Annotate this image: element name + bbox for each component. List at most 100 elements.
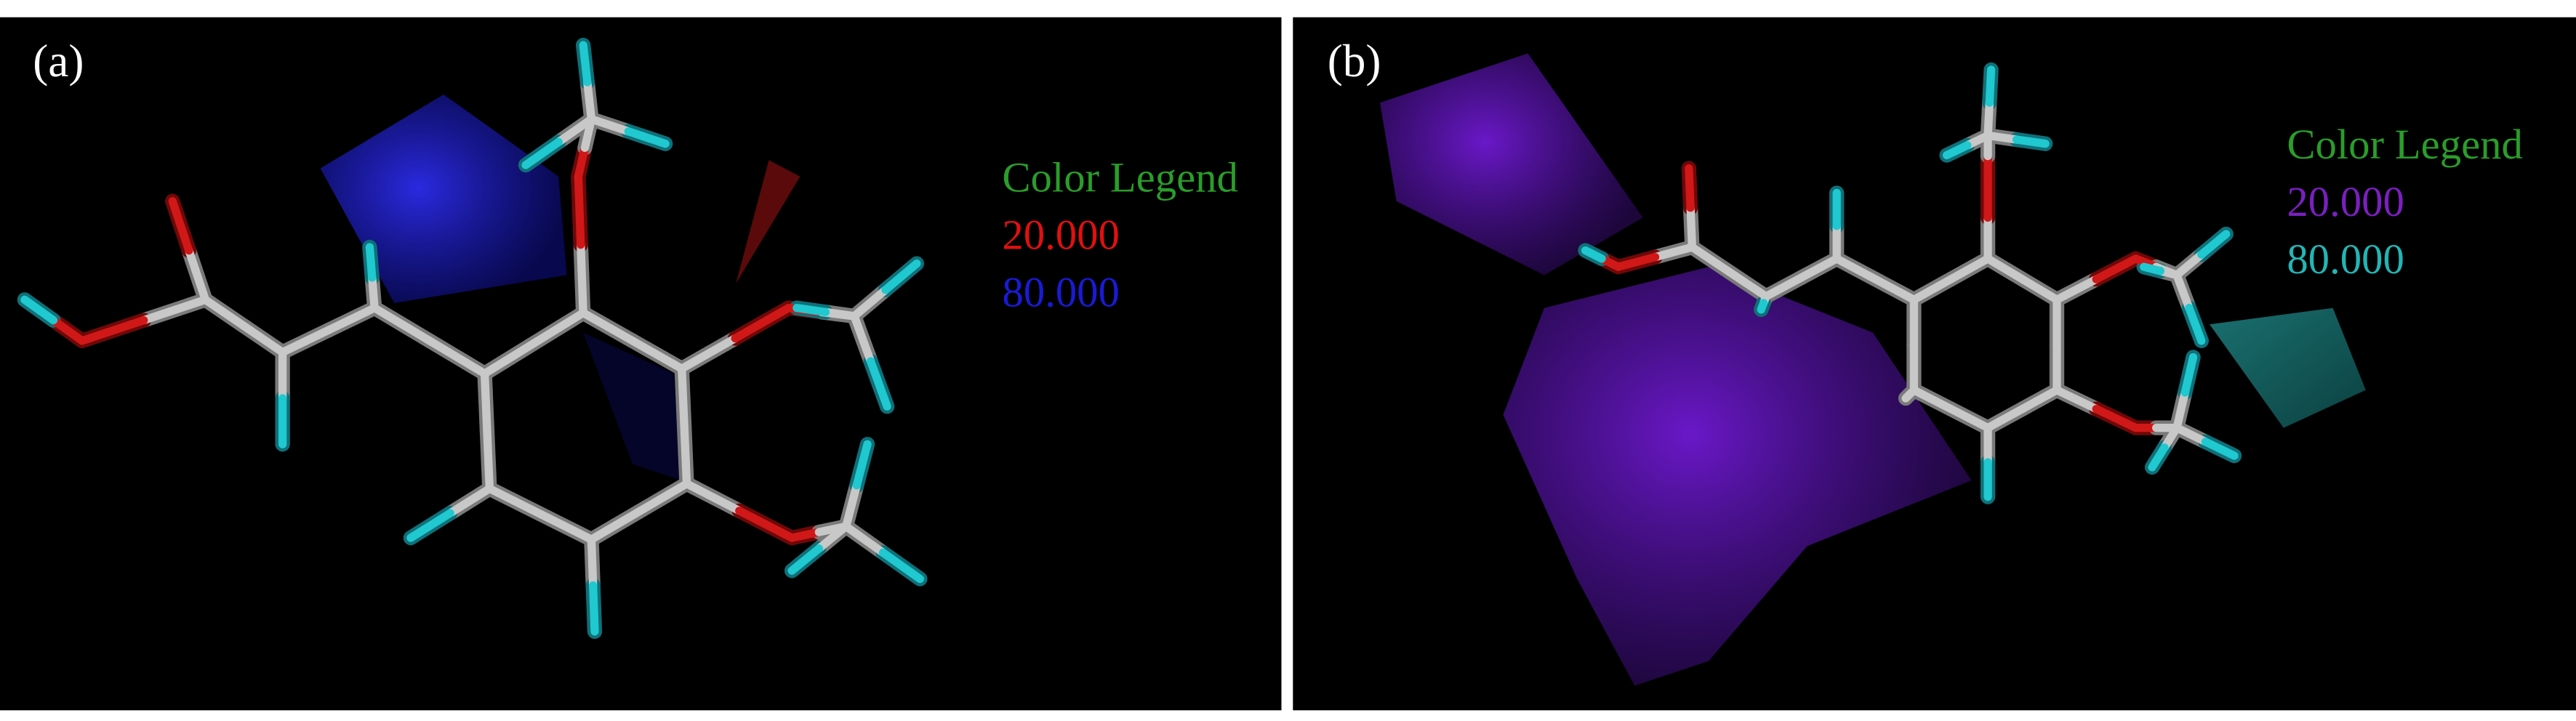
isosurface <box>320 94 567 303</box>
bond <box>168 197 193 255</box>
bond <box>78 315 148 345</box>
bond <box>2172 270 2194 313</box>
isosurface <box>736 160 801 283</box>
bond <box>536 509 596 544</box>
bond <box>480 369 491 435</box>
bond <box>201 295 249 331</box>
bond <box>1686 204 1697 251</box>
bond <box>731 304 793 343</box>
legend-entry: 20.000 <box>2287 178 2404 225</box>
bond <box>574 172 585 249</box>
bond <box>1832 254 1879 283</box>
bond <box>1946 405 1992 432</box>
bond <box>583 78 596 124</box>
bond <box>49 315 87 345</box>
panel-label: (b) <box>1328 36 1381 86</box>
bond <box>2018 275 2061 305</box>
bond <box>2092 254 2140 283</box>
bond <box>587 507 643 544</box>
bond <box>587 115 633 136</box>
bond <box>678 334 739 373</box>
bond <box>793 304 830 316</box>
isosurface <box>583 332 682 480</box>
bond <box>852 440 872 490</box>
bond <box>842 481 862 531</box>
legend-entry: 80.000 <box>1002 268 1120 315</box>
bond <box>579 41 592 86</box>
isosurface <box>2210 307 2366 428</box>
bond <box>1614 252 1660 271</box>
bond <box>529 308 587 347</box>
bond <box>1942 141 1972 160</box>
bond <box>628 337 686 373</box>
bond <box>2172 423 2210 446</box>
bond <box>2012 135 2050 148</box>
bond <box>2180 353 2198 397</box>
bond <box>635 479 691 516</box>
bond <box>1688 243 1733 276</box>
bond <box>1909 386 1955 414</box>
bond <box>589 581 599 636</box>
bond <box>2185 304 2206 345</box>
bond <box>2053 386 2100 414</box>
bond <box>624 127 670 148</box>
bond <box>850 312 875 366</box>
bond <box>1650 243 1697 262</box>
bond <box>2018 386 2061 414</box>
bond <box>1909 275 1955 305</box>
bond <box>140 295 210 325</box>
bond <box>365 243 377 282</box>
bond <box>239 321 287 357</box>
bond <box>1901 390 1914 403</box>
molecule <box>1578 62 2242 504</box>
bond <box>787 544 824 575</box>
bond <box>577 241 587 318</box>
bond <box>485 484 545 518</box>
bond <box>521 137 563 169</box>
bond <box>1983 98 1994 140</box>
isosurface <box>1503 267 1972 686</box>
bond <box>2201 438 2239 460</box>
bond <box>2148 443 2169 472</box>
bond <box>1725 267 1770 301</box>
bond <box>278 326 333 357</box>
legend-title: Color Legend <box>2287 121 2523 168</box>
bond <box>185 246 210 305</box>
bond <box>850 286 890 321</box>
bond <box>1685 164 1695 212</box>
bond <box>1871 275 1919 305</box>
legend-entry: 20.000 <box>1002 211 1120 258</box>
bond <box>814 522 851 553</box>
bond <box>682 479 744 515</box>
bond <box>1985 65 1996 107</box>
bond <box>574 143 590 181</box>
legend-entry: 80.000 <box>2287 235 2404 283</box>
panel-label: (a) <box>33 36 84 86</box>
bond <box>866 357 891 411</box>
bond <box>821 307 859 321</box>
bond <box>881 259 921 294</box>
molecule <box>17 37 928 639</box>
bond <box>1983 254 2027 283</box>
bond <box>1983 131 2021 144</box>
bond <box>446 484 494 517</box>
bond <box>554 115 596 147</box>
bond <box>878 548 925 584</box>
bond <box>1946 254 1992 283</box>
bond <box>735 507 796 542</box>
bond <box>579 308 637 345</box>
bond <box>483 427 494 493</box>
bond <box>425 337 489 378</box>
isosurface <box>1380 53 1643 275</box>
bond <box>1797 254 1841 282</box>
bond <box>587 535 598 590</box>
bond <box>2172 250 2206 280</box>
bond <box>2197 230 2231 259</box>
bond <box>2172 388 2189 432</box>
bond <box>842 522 888 557</box>
bond <box>680 422 691 488</box>
bond <box>2053 275 2100 305</box>
bond <box>1581 246 1606 263</box>
